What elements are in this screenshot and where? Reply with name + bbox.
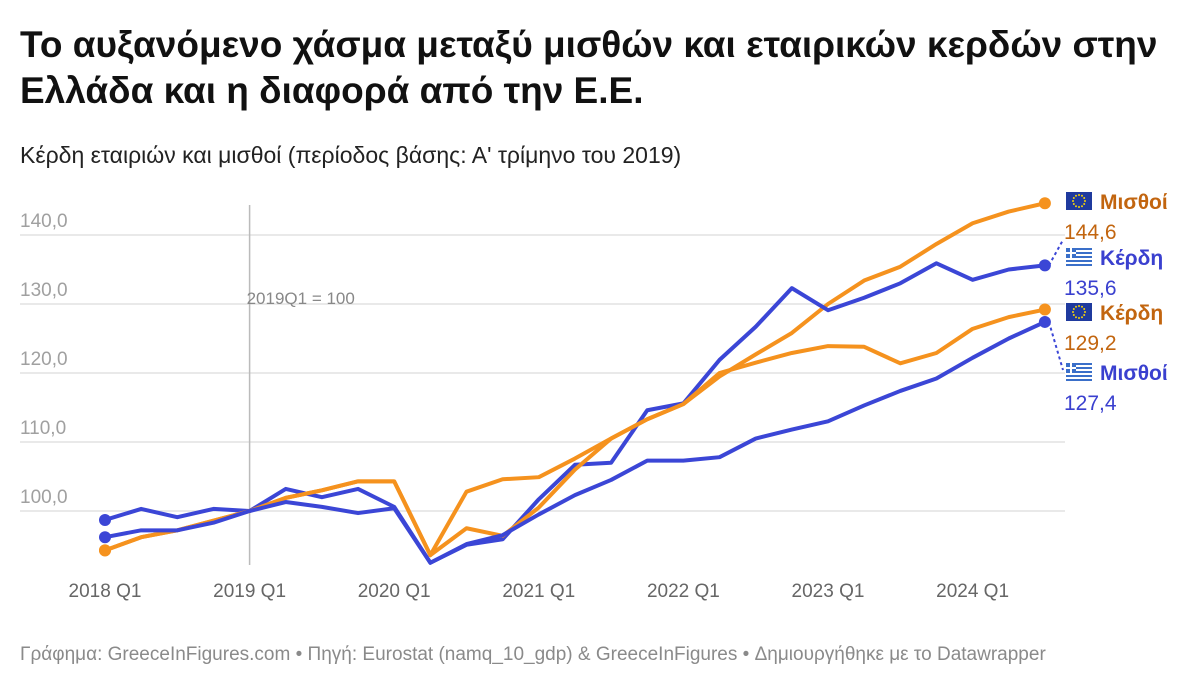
series-end-dot [1038, 315, 1051, 328]
chart-subtitle: Κέρδη εταιριών και μισθοί (περίοδος βάση… [20, 142, 682, 168]
series-end-value: 135,6 [1064, 277, 1117, 300]
eu-flag-icon [1066, 303, 1092, 321]
eu-flag-star [1072, 200, 1074, 202]
greek-flag-cross [1066, 367, 1076, 369]
x-tick-label: 2023 Q1 [792, 581, 865, 602]
series-end-value: 144,6 [1064, 221, 1117, 244]
chart-footer: Γράφημα: GreeceInFigures.com • Πηγή: Eur… [20, 644, 1046, 665]
eu-flag-star [1072, 311, 1074, 313]
eu-flag-star [1072, 308, 1075, 310]
greek-flag-stripe [1066, 371, 1092, 373]
eu-flag-star [1081, 205, 1083, 208]
greek-flag-stripe [1066, 367, 1092, 369]
series-start-dot [99, 513, 111, 526]
series-line-gr-1 [104, 261, 1046, 565]
series-end-value: 129,2 [1064, 332, 1117, 355]
eu-flag-star [1078, 317, 1080, 319]
eu-flag-star [1081, 316, 1083, 319]
y-tick-label: 120,0 [20, 349, 68, 370]
eu-flag-star [1078, 305, 1080, 307]
eu-flag-field [1066, 303, 1092, 321]
greek-flag-stripe [1066, 379, 1092, 381]
greek-flag-stripe [1066, 252, 1092, 254]
eu-flag-star [1075, 205, 1077, 208]
series-name-label: Μισθοί [1100, 362, 1168, 385]
greek-flag-cross [1066, 252, 1076, 254]
series-end-dot [1038, 259, 1051, 272]
eu-flag-star [1083, 203, 1086, 205]
x-tick-label: 2022 Q1 [647, 581, 720, 602]
eu-flag-star [1075, 316, 1077, 319]
x-tick-label: 2020 Q1 [358, 581, 431, 602]
greek-flag-stripe [1066, 254, 1092, 256]
x-tick-label: 2024 Q1 [936, 581, 1009, 602]
y-tick-label: 130,0 [20, 280, 68, 301]
eu-flag-star [1083, 308, 1086, 310]
eu-flag-star [1075, 305, 1077, 308]
eu-flag-star [1084, 311, 1086, 313]
greek-flag-icon [1066, 363, 1092, 381]
x-tick-label: 2021 Q1 [502, 581, 575, 602]
y-tick-label: 110,0 [20, 418, 66, 439]
eu-flag-star [1072, 197, 1075, 199]
series-end-dot [1038, 197, 1051, 210]
eu-flag-icon [1066, 192, 1092, 210]
y-tick-label: 100,0 [20, 487, 68, 508]
series-line-eu-2 [104, 307, 1046, 558]
series-name-label: Κέρδη [1100, 247, 1163, 270]
greek-flag-stripe [1066, 250, 1092, 252]
eu-flag-star [1075, 194, 1077, 197]
greek-flag-stripe [1066, 375, 1092, 377]
eu-flag-star [1072, 203, 1075, 205]
greek-flag-stripe [1066, 262, 1092, 264]
greek-flag-stripe [1066, 365, 1092, 367]
eu-flag-field [1066, 192, 1092, 210]
greek-flag-stripe [1066, 248, 1092, 250]
label-connector [1047, 321, 1064, 371]
y-tick-label: 140,0 [20, 211, 68, 232]
greek-flag-stripe [1066, 256, 1092, 258]
series-end-dot [1038, 303, 1051, 316]
series-end-value: 127,4 [1064, 392, 1117, 415]
eu-flag-star [1081, 194, 1083, 197]
x-tick-label: 2019 Q1 [213, 581, 286, 602]
eu-flag-star [1078, 194, 1080, 196]
series-line-eu-0 [104, 201, 1046, 558]
greek-flag-stripe [1066, 260, 1092, 262]
greek-flag-stripe [1066, 258, 1092, 260]
greek-flag-stripe [1066, 264, 1092, 266]
eu-flag-star [1084, 200, 1086, 202]
label-connector [1048, 239, 1064, 266]
greek-flag-stripe [1066, 369, 1092, 371]
eu-flag-star [1083, 197, 1086, 199]
eu-flag-star [1081, 305, 1083, 308]
x-tick-label: 2018 Q1 [69, 581, 142, 602]
eu-flag-star [1083, 314, 1086, 316]
base-period-annotation: 2019Q1 = 100 [247, 289, 355, 308]
greek-flag-stripe [1066, 363, 1092, 365]
greek-flag-icon [1066, 248, 1092, 266]
series-start-dot [99, 531, 111, 544]
greek-flag-stripe [1066, 373, 1092, 375]
series-start-dot [99, 544, 111, 557]
eu-flag-star [1072, 314, 1075, 316]
series-name-label: Κέρδη [1100, 302, 1163, 325]
eu-flag-star [1078, 206, 1080, 208]
series-name-label: Μισθοί [1100, 191, 1168, 214]
series-line-gr-3 [104, 320, 1046, 565]
greek-flag-stripe [1066, 377, 1092, 379]
chart-title: Το αυξανόμενο χάσμα μεταξύ μισθών και ετ… [20, 24, 1158, 111]
